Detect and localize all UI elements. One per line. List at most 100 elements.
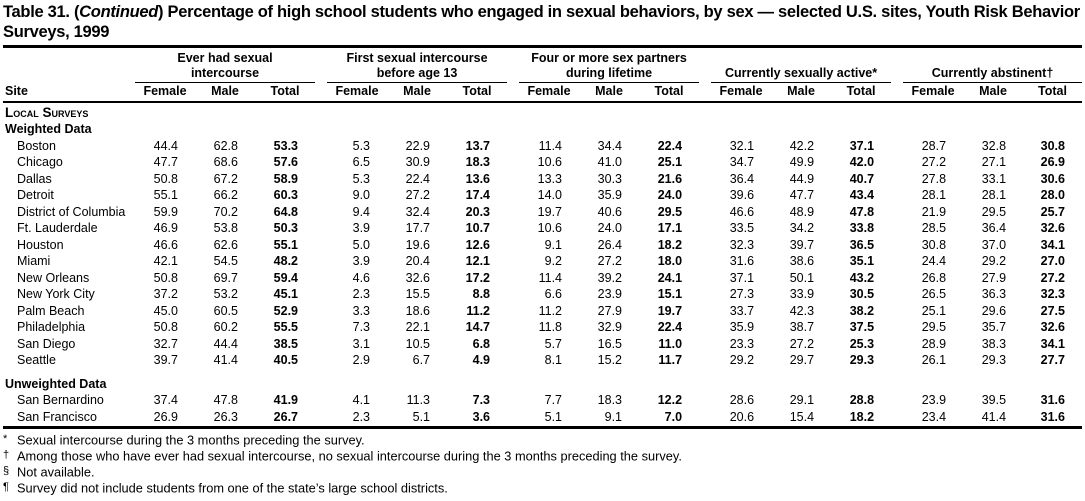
cell-gap [315, 409, 327, 426]
value-cell: 59.9 [153, 204, 178, 219]
value-cell: 70.2 [213, 204, 238, 219]
value-cell: 47.8 [849, 204, 875, 219]
value-cell: 2.3 [352, 287, 371, 301]
value-cell: 38.5 [273, 336, 299, 351]
value-cell: 30.6 [1040, 171, 1065, 186]
value-cell: 27.1 [981, 155, 1007, 169]
value-cell: 9.4 [352, 204, 371, 219]
cell-gap [699, 171, 711, 188]
value-cell: 41.4 [981, 409, 1007, 424]
cell-gap [891, 220, 903, 237]
value-cell: 5.3 [352, 138, 371, 153]
footnote: § Not available. [3, 464, 1082, 480]
value-cell: 54.5 [213, 254, 238, 268]
table-row: Palm Beach 45.0 60.5 52.9 3.3 18.6 11.2 11.2 27.… [3, 303, 1082, 320]
value-cell: 6.8 [472, 336, 491, 351]
value-cell: 27.3 [729, 287, 755, 301]
value-cell: 34.1 [1040, 336, 1065, 351]
value-cell: 3.6 [472, 409, 491, 424]
value-cell: 60.5 [213, 303, 238, 318]
value-cell: 4.6 [352, 270, 371, 285]
footnote-text: Among those who have ever had sexual int… [17, 448, 682, 464]
value-cell: 18.2 [849, 409, 875, 424]
value-cell: 41.4 [213, 353, 238, 367]
value-cell: 31.6 [729, 254, 755, 268]
site-cell: Houston [17, 237, 64, 252]
cell-gap [507, 286, 519, 303]
value-cell: 32.3 [729, 237, 755, 252]
value-cell: 47.8 [213, 393, 238, 407]
group-header-label: First sexual intercourse before age 13 [346, 51, 488, 80]
site-cell: District of Columbia [17, 204, 126, 219]
value-cell: 9.1 [544, 237, 563, 252]
value-cell: 3.1 [352, 336, 371, 351]
cell-gap [315, 154, 327, 171]
value-cell: 39.7 [153, 353, 178, 367]
value-cell: 60.2 [213, 320, 238, 334]
group-gap [699, 50, 711, 83]
value-cell: 41.0 [597, 155, 623, 169]
value-cell: 39.6 [729, 188, 755, 202]
value-cell: 26.5 [921, 287, 947, 301]
value-cell: 5.0 [352, 237, 371, 252]
value-cell: 9.0 [352, 188, 371, 202]
value-cell: 27.2 [1040, 270, 1065, 285]
cell-gap [315, 270, 327, 287]
value-cell: 7.3 [352, 320, 371, 334]
cell-gap [891, 270, 903, 287]
value-cell: 20.3 [465, 204, 491, 219]
value-cell: 55.1 [273, 237, 299, 252]
table-row: Boston 44.4 62.8 53.3 5.3 22.9 13.7 11.4 34.4 22.… [3, 138, 1082, 155]
column-header-row: Site Female Male Total Female Male Total Female… [3, 82, 1082, 103]
cell-gap [507, 204, 519, 221]
group-header: Currently sexually active* [711, 50, 892, 83]
value-cell: 52.9 [273, 303, 299, 318]
value-cell: 14.7 [465, 320, 491, 334]
value-cell: 29.3 [981, 353, 1007, 367]
value-cell: 46.6 [153, 237, 178, 252]
value-cell: 44.4 [153, 138, 178, 153]
value-cell: 46.9 [153, 221, 178, 235]
value-cell: 36.3 [981, 287, 1007, 301]
footnotes: * Sexual intercourse during the 3 months … [3, 432, 1082, 497]
value-cell: 22.1 [405, 320, 431, 334]
cell-gap [315, 336, 327, 353]
value-cell: 13.6 [465, 171, 491, 186]
footnote: * Sexual intercourse during the 3 months … [3, 432, 1082, 448]
value-cell: 35.9 [597, 188, 623, 202]
table-row: New Orleans 50.8 69.7 59.4 4.6 32.6 17.2 11.4 39… [3, 270, 1082, 287]
value-cell: 29.5 [657, 204, 683, 219]
value-cell: 43.4 [849, 188, 875, 202]
site-cell: San Francisco [17, 409, 97, 424]
cell-gap [699, 204, 711, 221]
cell-gap [699, 352, 711, 369]
value-cell: 22.4 [405, 171, 431, 186]
value-cell: 15.1 [657, 287, 683, 301]
cell-gap [699, 286, 711, 303]
value-cell: 29.5 [921, 320, 947, 334]
value-cell: 38.6 [789, 254, 815, 268]
cell-gap [891, 303, 903, 320]
cell-gap [699, 392, 711, 409]
value-cell: 33.8 [849, 221, 875, 235]
value-cell: 27.2 [921, 155, 947, 169]
cell-gap [315, 352, 327, 369]
section-header-row: Local Surveys [3, 102, 1082, 122]
site-cell: Seattle [17, 353, 56, 367]
value-cell: 19.7 [657, 303, 683, 318]
group-gap [891, 50, 903, 83]
cell-gap [699, 187, 711, 204]
value-cell: 13.7 [465, 138, 491, 153]
value-cell: 2.9 [352, 353, 371, 367]
subsection-header-row: Weighted Data [3, 121, 1082, 138]
value-cell: 48.2 [273, 254, 299, 268]
column-header-female: Female [903, 82, 964, 103]
value-cell: 26.8 [921, 270, 947, 285]
value-cell: 53.2 [213, 287, 238, 301]
column-gap [891, 82, 904, 103]
table-title-rest: ) Percentage of high school students who… [3, 3, 1080, 41]
site-cell: Miami [17, 254, 51, 268]
value-cell: 27.8 [921, 171, 947, 186]
value-cell: 60.3 [273, 188, 299, 202]
footnote-text: Not available. [17, 464, 95, 480]
